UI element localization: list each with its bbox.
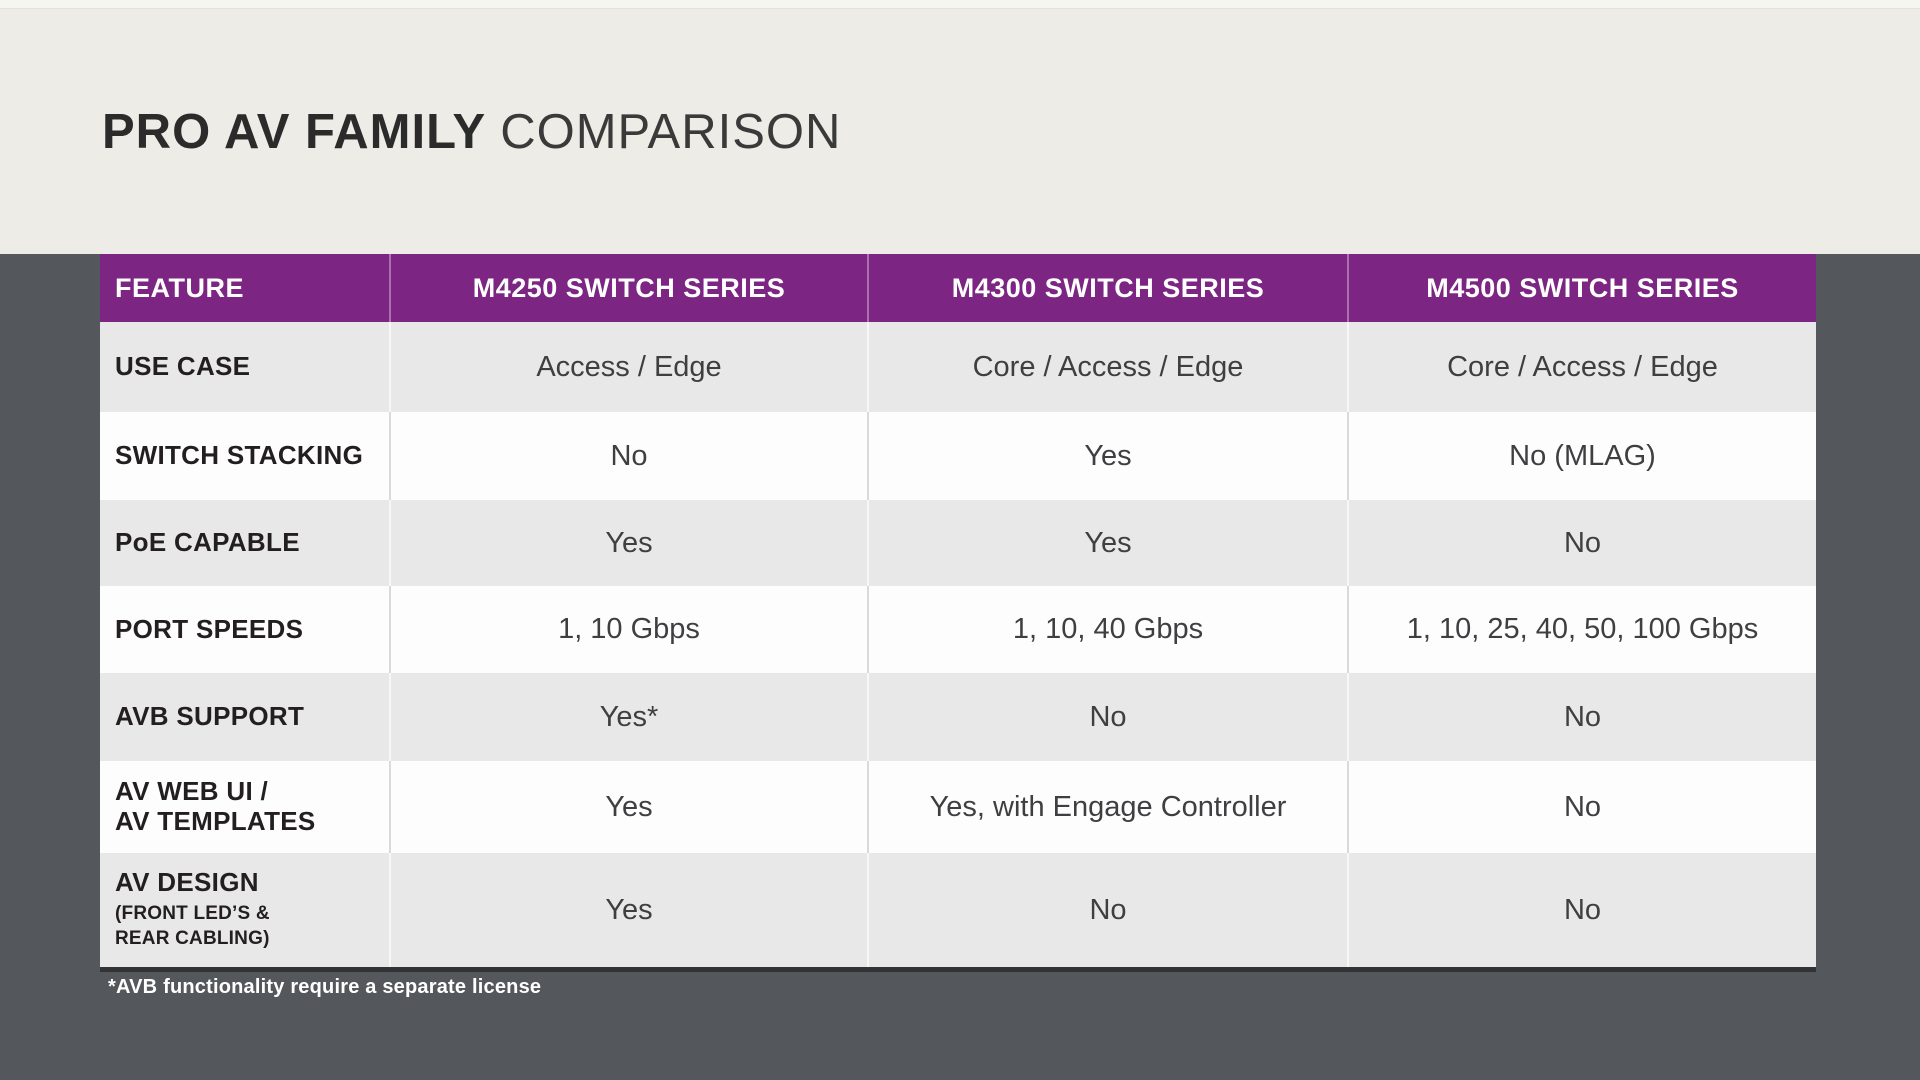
column-header-m4250: M4250 SWITCH SERIES xyxy=(389,254,867,322)
table-row: AV DESIGN (FRONT LED’S & REAR CABLING) Y… xyxy=(100,853,1816,967)
value-cell-m4250: Access / Edge xyxy=(389,322,867,412)
value-cell-m4300: 1, 10, 40 Gbps xyxy=(867,586,1347,673)
page-title-secondary: COMPARISON xyxy=(500,105,842,159)
value-cell-m4500: No xyxy=(1347,673,1816,761)
feature-cell: USE CASE xyxy=(100,322,389,412)
feature-sublabel: (FRONT LED’S & REAR CABLING) xyxy=(115,903,270,949)
feature-cell: AV DESIGN (FRONT LED’S & REAR CABLING) xyxy=(100,853,389,967)
feature-label: AV DESIGN xyxy=(115,867,259,898)
value-cell-m4250: 1, 10 Gbps xyxy=(389,586,867,673)
feature-cell: PORT SPEEDS xyxy=(100,586,389,673)
value-cell-m4250: Yes xyxy=(389,853,867,967)
value-cell-m4300: Yes xyxy=(867,412,1347,500)
value-cell-m4300: No xyxy=(867,673,1347,761)
page-title-primary: PRO AV FAMILY xyxy=(102,105,487,159)
value-cell-m4500: Core / Access / Edge xyxy=(1347,322,1816,412)
column-header-feature: FEATURE xyxy=(115,272,244,303)
top-strip xyxy=(0,0,1920,9)
feature-cell: AVB SUPPORT xyxy=(100,673,389,761)
table-body: USE CASE Access / Edge Core / Access / E… xyxy=(100,322,1816,967)
table-row: AV WEB UI / AV TEMPLATES Yes Yes, with E… xyxy=(100,761,1816,853)
value-cell-m4250: No xyxy=(389,412,867,500)
column-header-m4300: M4300 SWITCH SERIES xyxy=(867,254,1347,322)
table-header-row: FEATURE M4250 SWITCH SERIES M4300 SWITCH… xyxy=(100,254,1816,322)
feature-cell: SWITCH STACKING xyxy=(100,412,389,500)
value-cell-m4300: Core / Access / Edge xyxy=(867,322,1347,412)
feature-cell: PoE CAPABLE xyxy=(100,500,389,586)
value-cell-m4500: No xyxy=(1347,761,1816,853)
footnote: *AVB functionality require a separate li… xyxy=(108,976,542,998)
value-cell-m4500: No (MLAG) xyxy=(1347,412,1816,500)
table-row: USE CASE Access / Edge Core / Access / E… xyxy=(100,322,1816,412)
value-cell-m4300: Yes, with Engage Controller xyxy=(867,761,1347,853)
value-cell-m4250: Yes xyxy=(389,761,867,853)
title-band: PRO AV FAMILY COMPARISON xyxy=(0,0,1920,254)
value-cell-m4300: Yes xyxy=(867,500,1347,586)
value-cell-m4300: No xyxy=(867,853,1347,967)
feature-cell: AV WEB UI / AV TEMPLATES xyxy=(100,761,389,853)
feature-label: AVB SUPPORT xyxy=(115,701,305,732)
table-row: AVB SUPPORT Yes* No No xyxy=(100,673,1816,761)
table-row: PoE CAPABLE Yes Yes No xyxy=(100,500,1816,586)
table-row: PORT SPEEDS 1, 10 Gbps 1, 10, 40 Gbps 1,… xyxy=(100,586,1816,673)
value-cell-m4500: 1, 10, 25, 40, 50, 100 Gbps xyxy=(1347,586,1816,673)
value-cell-m4500: No xyxy=(1347,853,1816,967)
feature-label: USE CASE xyxy=(115,351,251,382)
feature-label: PORT SPEEDS xyxy=(115,613,304,644)
column-header-m4500: M4500 SWITCH SERIES xyxy=(1347,254,1816,322)
feature-label: AV WEB UI / AV TEMPLATES xyxy=(115,776,316,836)
value-cell-m4250: Yes xyxy=(389,500,867,586)
page-title: PRO AV FAMILY COMPARISON xyxy=(102,104,841,160)
comparison-table: FEATURE M4250 SWITCH SERIES M4300 SWITCH… xyxy=(100,254,1816,967)
value-cell-m4500: No xyxy=(1347,500,1816,586)
value-cell-m4250: Yes* xyxy=(389,673,867,761)
table-row: SWITCH STACKING No Yes No (MLAG) xyxy=(100,412,1816,500)
feature-label: SWITCH STACKING xyxy=(115,440,364,471)
feature-label: PoE CAPABLE xyxy=(115,527,300,558)
